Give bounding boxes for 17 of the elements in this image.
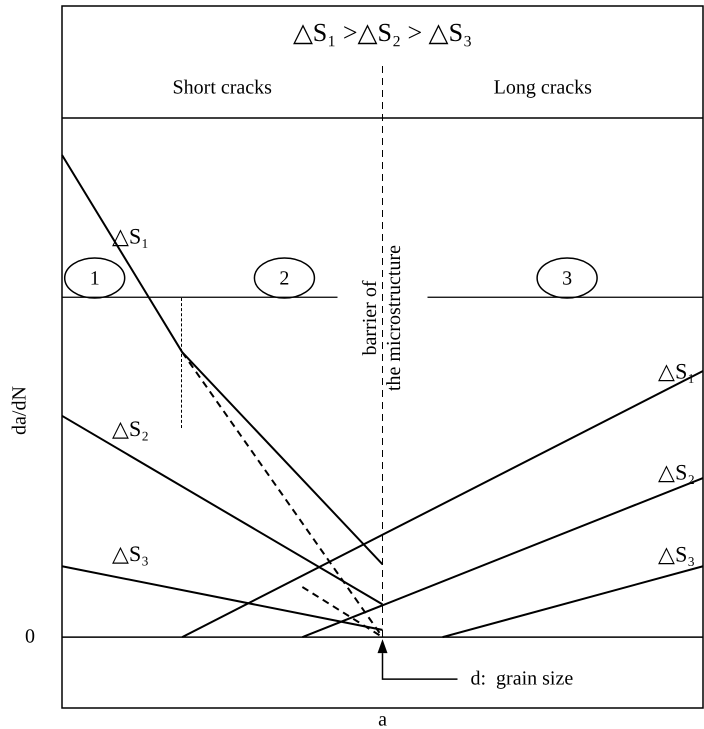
series-label: △S₁: [658, 358, 695, 384]
y-axis-title: da/dN: [8, 386, 30, 435]
text: d: grain size: [470, 667, 574, 690]
series-label: △S₂: [658, 460, 695, 485]
series-label: △S₃: [112, 540, 149, 566]
series-label: △S₃: [658, 542, 695, 567]
text: Long cracks: [494, 76, 592, 98]
annotation: 2: [279, 267, 290, 290]
text: Short cracks: [172, 76, 272, 98]
chart-title: △S₁ >△S₂ > △S₃: [292, 18, 472, 47]
text: 0: [25, 625, 35, 648]
series-label: △S₂: [112, 416, 149, 441]
x-axis-title: a: [378, 708, 388, 729]
annotation: 1: [90, 267, 100, 290]
annotation: 3: [562, 267, 572, 290]
series-label: △S₁: [112, 223, 149, 248]
annotation: barrier of the microstructure: [358, 244, 405, 392]
